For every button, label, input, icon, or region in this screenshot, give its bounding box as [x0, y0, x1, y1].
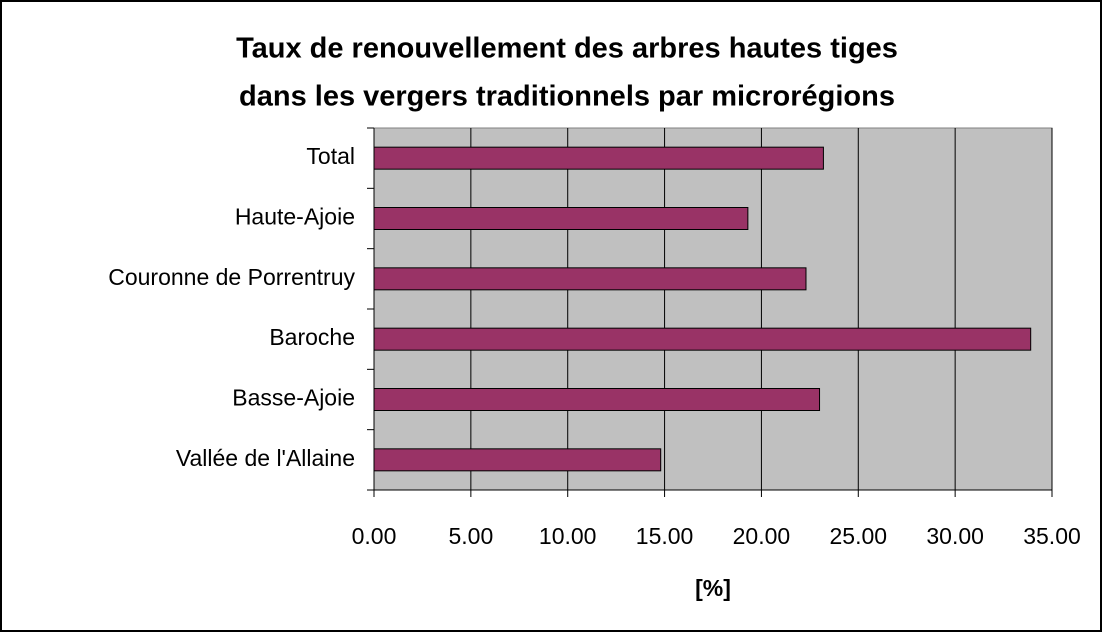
bar [373, 267, 807, 291]
bar [373, 207, 749, 230]
bar [373, 388, 821, 411]
x-tick-label: 35.00 [1023, 523, 1081, 549]
bar [373, 327, 1032, 351]
y-tick-label: Baroche [269, 324, 355, 350]
y-tick-label: Total [306, 143, 355, 169]
x-tick-label: 30.00 [926, 523, 984, 549]
chart-title: Taux de renouvellement des arbres hautes… [236, 33, 898, 65]
y-tick-label: Basse-Ajoie [232, 385, 355, 411]
plot-area [373, 127, 1053, 491]
x-tick-label: 10.00 [539, 523, 597, 549]
x-tick-label: 25.00 [830, 523, 888, 549]
x-tick-label: 20.00 [733, 523, 791, 549]
bar [373, 146, 824, 170]
y-tick-label: Vallée de l'Allaine [176, 445, 355, 471]
bar [373, 448, 662, 472]
y-tick-label: Haute-Ajoie [235, 204, 355, 230]
chart-title: dans les vergers traditionnels par micro… [239, 81, 895, 113]
x-tick-label: 5.00 [448, 523, 493, 549]
x-tick-label: 0.00 [352, 523, 397, 549]
y-tick-label: Couronne de Porrentruy [108, 264, 355, 290]
x-tick-label: 15.00 [636, 523, 694, 549]
x-axis-title: [%] [695, 575, 731, 601]
